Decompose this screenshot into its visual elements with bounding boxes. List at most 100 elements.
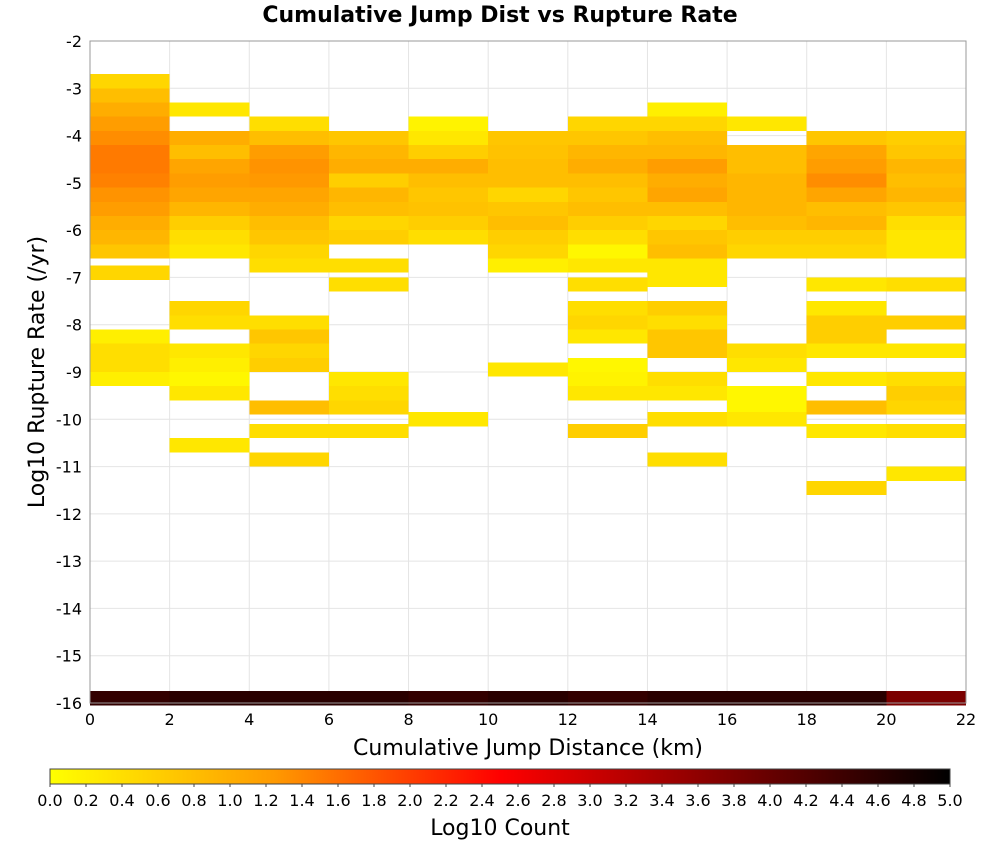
heatmap-cell bbox=[806, 145, 887, 160]
colorbar-tick-label: 4.6 bbox=[865, 791, 890, 810]
heatmap-cell bbox=[886, 173, 966, 188]
heatmap-cell bbox=[647, 230, 728, 245]
heatmap-cell bbox=[90, 691, 170, 706]
heatmap-cell bbox=[727, 215, 807, 231]
heatmap-cell bbox=[249, 343, 329, 358]
heatmap-cell bbox=[647, 173, 728, 188]
x-tick-label: 2 bbox=[165, 710, 175, 729]
heatmap-cell bbox=[90, 130, 170, 146]
heatmap-cell bbox=[806, 315, 887, 330]
x-tick-label: 4 bbox=[244, 710, 254, 729]
heatmap-cell bbox=[727, 116, 807, 131]
heatmap-cell bbox=[169, 372, 250, 387]
heatmap-cell bbox=[488, 130, 568, 146]
x-tick-label: 22 bbox=[956, 710, 976, 729]
heatmap-cell bbox=[328, 691, 409, 706]
heatmap-cell bbox=[249, 357, 329, 372]
heatmap-cell bbox=[328, 173, 409, 188]
heatmap-cell bbox=[647, 691, 728, 706]
heatmap-cell bbox=[727, 187, 807, 202]
heatmap-cell bbox=[647, 272, 728, 287]
heatmap-cell bbox=[249, 400, 329, 415]
heatmap-cell bbox=[886, 187, 966, 202]
colorbar-tick-label: 1.8 bbox=[361, 791, 386, 810]
colorbar-tick-label: 3.4 bbox=[649, 791, 674, 810]
heatmap-cell bbox=[806, 187, 887, 202]
plot-frame bbox=[89, 40, 967, 704]
heatmap-cell bbox=[567, 372, 648, 387]
heatmap-cell bbox=[90, 74, 170, 89]
heatmap-cell bbox=[249, 215, 329, 231]
heatmap-cell bbox=[647, 244, 728, 259]
heatmap-cell bbox=[647, 130, 728, 146]
x-tick-label: 8 bbox=[403, 710, 413, 729]
colorbar-tick-label: 3.0 bbox=[577, 791, 602, 810]
heatmap-cell bbox=[806, 691, 887, 706]
heatmap-cell bbox=[169, 187, 250, 202]
x-tick-label: 16 bbox=[717, 710, 737, 729]
heatmap-cell bbox=[90, 88, 170, 103]
heatmap-cell bbox=[249, 452, 329, 467]
heatmap-cell bbox=[90, 116, 170, 131]
y-tick-label: -15 bbox=[56, 647, 82, 666]
heatmap-cell bbox=[567, 173, 648, 188]
heatmap-cell bbox=[567, 691, 648, 706]
colorbar-tick-label: 4.0 bbox=[757, 791, 782, 810]
heatmap-cell bbox=[567, 424, 648, 439]
heatmap-cell bbox=[647, 116, 728, 131]
heatmap-cell bbox=[90, 102, 170, 117]
y-tick-label: -10 bbox=[56, 410, 82, 429]
heatmap-cell bbox=[488, 215, 568, 231]
heatmap-cell bbox=[727, 412, 807, 427]
heatmap-cell bbox=[328, 187, 409, 202]
heatmap-cell bbox=[647, 412, 728, 427]
heatmap-cell bbox=[408, 159, 489, 174]
heatmap-cell bbox=[169, 145, 250, 160]
x-tick-label: 10 bbox=[478, 710, 498, 729]
heatmap-cell bbox=[90, 201, 170, 216]
heatmap-cell bbox=[567, 301, 648, 316]
heatmap-cell bbox=[169, 386, 250, 401]
heatmap-cell bbox=[249, 187, 329, 202]
heatmap-cell bbox=[567, 329, 648, 344]
colorbar-tick-label: 3.6 bbox=[685, 791, 710, 810]
heatmap-cell bbox=[806, 400, 887, 415]
heatmap-cell bbox=[249, 424, 329, 439]
heatmap-cell bbox=[647, 343, 728, 358]
heatmap-cell bbox=[408, 215, 489, 231]
heatmap-cell bbox=[567, 116, 648, 131]
heatmap-cell bbox=[169, 102, 250, 117]
heatmap-cell bbox=[647, 201, 728, 216]
colorbar-tick-label: 4.2 bbox=[793, 791, 818, 810]
heatmap-cell bbox=[169, 215, 250, 231]
heatmap-cell bbox=[249, 258, 329, 273]
heatmap-cell bbox=[328, 277, 409, 292]
heatmap-cell bbox=[169, 173, 250, 188]
heatmap-cell bbox=[328, 159, 409, 174]
heatmap-cell bbox=[727, 400, 807, 415]
y-tick-label: -5 bbox=[66, 174, 82, 193]
heatmap-cell bbox=[886, 215, 966, 231]
heatmap-cell bbox=[886, 343, 966, 358]
heatmap-cell bbox=[647, 372, 728, 387]
heatmap-cell bbox=[169, 201, 250, 216]
y-tick-label: -12 bbox=[56, 505, 82, 524]
heatmap-cell bbox=[169, 159, 250, 174]
heatmap-cell bbox=[488, 691, 568, 706]
y-axis-label: Log10 Rupture Rate (/yr) bbox=[25, 236, 50, 508]
heatmap-cell bbox=[647, 452, 728, 467]
heatmap-cell bbox=[249, 201, 329, 216]
colorbar-tick-label: 4.4 bbox=[829, 791, 854, 810]
heatmap-cell bbox=[806, 277, 887, 292]
heatmap-cell bbox=[488, 258, 568, 273]
heatmap-cell bbox=[249, 173, 329, 188]
heatmap-cell bbox=[886, 466, 966, 481]
heatmap-cell bbox=[886, 315, 966, 330]
heatmap-cell bbox=[249, 315, 329, 330]
y-tick-label: -16 bbox=[56, 694, 82, 713]
heatmap-cell bbox=[567, 386, 648, 401]
heatmap-cell bbox=[647, 386, 728, 401]
heatmap-cell bbox=[408, 230, 489, 245]
heatmap-cell bbox=[886, 372, 966, 387]
heatmap-cell bbox=[647, 258, 728, 273]
